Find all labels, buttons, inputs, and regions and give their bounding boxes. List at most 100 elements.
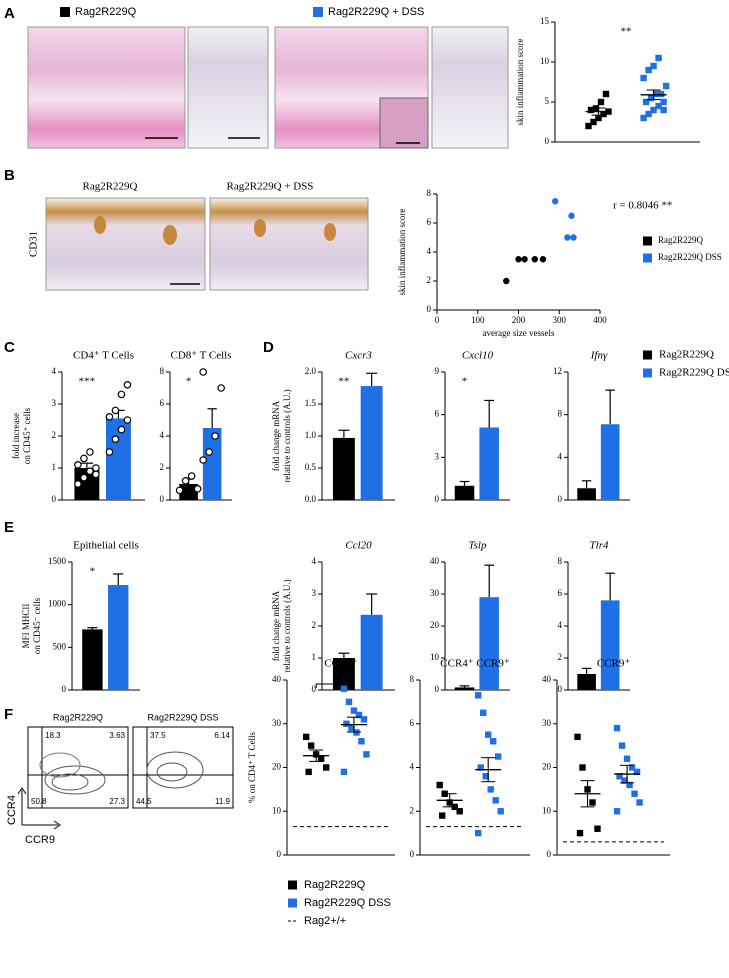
data-point [322,764,330,771]
legend-swatch [60,7,70,17]
y-axis-label: relative to controls (A.U.) [282,389,292,482]
y-tick-label: 0.5 [305,462,317,472]
y-axis-label: fold increase [11,413,21,459]
data-point [613,724,621,732]
data-point [647,94,655,102]
legend-swatch [643,236,652,246]
data-point [587,106,595,114]
data-point [343,720,350,727]
data-point [175,486,184,495]
y-tick-label: 6 [427,217,432,227]
y-tick-label: 4 [558,620,563,630]
data-point [123,380,132,389]
y-tick-label: 1.5 [305,398,317,408]
x-axis-label: average size vessels [483,328,555,338]
data-point [623,755,631,762]
y-tick-label: 2.0 [305,366,317,376]
data-point [645,110,652,118]
flow-x-label: CCR9 [25,834,55,846]
y-tick-label: 30 [542,718,552,728]
y-tick-label: 0 [62,684,67,694]
data-point [642,98,650,106]
data-point [621,777,628,784]
y-tick-label: 1.0 [305,430,317,440]
significance: * [462,376,468,388]
x-tick-label: 200 [512,315,526,325]
y-tick-label: 10 [542,805,552,815]
y-tick-label: 0 [160,494,165,504]
chart-title: Ifnγ [590,350,608,362]
y-tick-label: 9 [435,366,440,376]
y-tick-label: 2 [312,620,317,630]
data-point [602,90,610,98]
legend-label: Rag2R229Q [658,235,704,245]
data-point [350,707,358,714]
data-point [618,742,626,749]
legend-swatch [643,253,652,263]
quadrant-value: 18.3 [45,731,61,740]
data-point [92,470,100,479]
legend-swatch [643,350,652,360]
data-point [570,234,577,241]
y-tick-label: 0 [52,494,57,504]
chart-title: CD4⁺ T Cells [73,350,134,362]
data-point [487,786,494,793]
y-tick-label: 30 [430,588,440,598]
data-point [490,738,497,745]
x-tick-label: 300 [553,315,567,325]
panel-letter: F [4,706,13,723]
y-tick-label: 8 [427,188,432,198]
data-point [655,102,662,110]
bar [332,437,355,500]
y-axis-label: on CD45⁻ cells [32,597,42,654]
data-point [633,768,641,776]
data-point [515,256,522,263]
y-axis-label: MFI MHCII [21,604,31,649]
data-point [74,480,82,488]
y-tick-label: 4 [52,366,57,376]
legend-label: Rag2R229Q + DSS [328,6,424,18]
y-tick-label: 20 [430,620,440,630]
y-tick-label: 6 [558,588,563,598]
data-point [92,464,100,472]
y-tick-label: 4 [558,451,563,461]
legend-label: Rag2R229Q DSS [659,367,729,379]
y-tick-label: 12 [553,366,562,376]
data-point [307,742,315,749]
data-point [600,110,607,118]
y-tick-label: 0 [558,684,563,694]
y-tick-label: 0 [435,494,440,504]
y-tick-label: 8 [558,409,563,419]
data-point [597,98,605,106]
y-tick-label: 0.0 [305,494,317,504]
data-point [539,256,547,263]
flow-y-label: CCR4 [6,795,18,825]
data-point [564,234,571,241]
panel-letter: D [263,339,274,356]
y-tick-label: 3 [312,588,317,598]
y-tick-label: 2 [410,805,415,815]
data-point [193,484,202,493]
data-point [86,448,94,456]
bar [179,484,198,500]
chart-title: CCR4⁺ [324,658,358,670]
data-point [111,406,120,415]
y-tick-label: 4 [427,246,432,256]
data-point [497,808,504,815]
chart-title: Tlr4 [590,540,609,552]
chart-title: Epithelial cells [73,540,139,552]
quadrant-value: 50.8 [31,797,47,806]
flow-title: Rag2R229Q [53,712,103,722]
y-tick-label: 4 [312,556,317,566]
data-point [650,62,657,70]
data-point [74,460,82,469]
legend-swatch [288,880,297,890]
data-point [485,731,492,738]
stain-label: CD31 [28,231,40,257]
flow-plots [17,726,234,830]
data-point [363,751,370,758]
data-point [626,781,633,789]
y-tick-label: 0 [558,494,563,504]
chart-title: CD8⁺ T Cells [170,350,231,362]
data-point [211,432,219,440]
